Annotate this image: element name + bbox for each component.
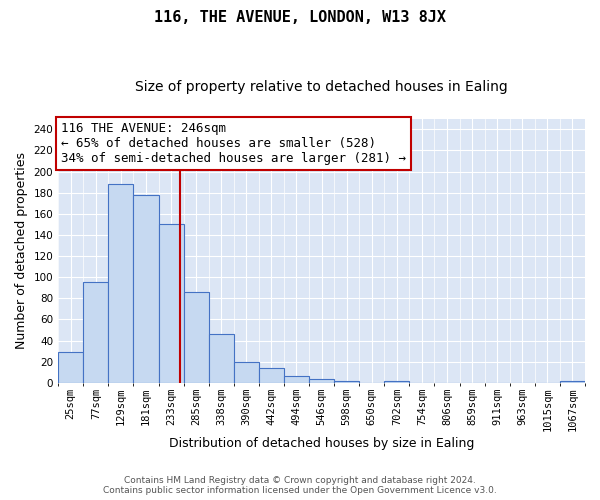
Bar xyxy=(109,184,133,383)
Bar xyxy=(58,352,83,383)
Bar xyxy=(309,378,334,383)
Bar xyxy=(560,380,585,383)
Bar xyxy=(334,380,359,383)
Text: Contains HM Land Registry data © Crown copyright and database right 2024.
Contai: Contains HM Land Registry data © Crown c… xyxy=(103,476,497,495)
Bar xyxy=(234,362,259,383)
Bar xyxy=(259,368,284,383)
Bar xyxy=(83,282,109,383)
Bar xyxy=(209,334,234,383)
Y-axis label: Number of detached properties: Number of detached properties xyxy=(15,152,28,350)
Text: 116 THE AVENUE: 246sqm
← 65% of detached houses are smaller (528)
34% of semi-de: 116 THE AVENUE: 246sqm ← 65% of detached… xyxy=(61,122,406,165)
Bar xyxy=(284,376,309,383)
Title: Size of property relative to detached houses in Ealing: Size of property relative to detached ho… xyxy=(135,80,508,94)
Bar xyxy=(184,292,209,383)
X-axis label: Distribution of detached houses by size in Ealing: Distribution of detached houses by size … xyxy=(169,437,474,450)
Bar xyxy=(385,380,409,383)
Text: 116, THE AVENUE, LONDON, W13 8JX: 116, THE AVENUE, LONDON, W13 8JX xyxy=(154,10,446,25)
Bar xyxy=(133,195,158,383)
Bar xyxy=(158,224,184,383)
